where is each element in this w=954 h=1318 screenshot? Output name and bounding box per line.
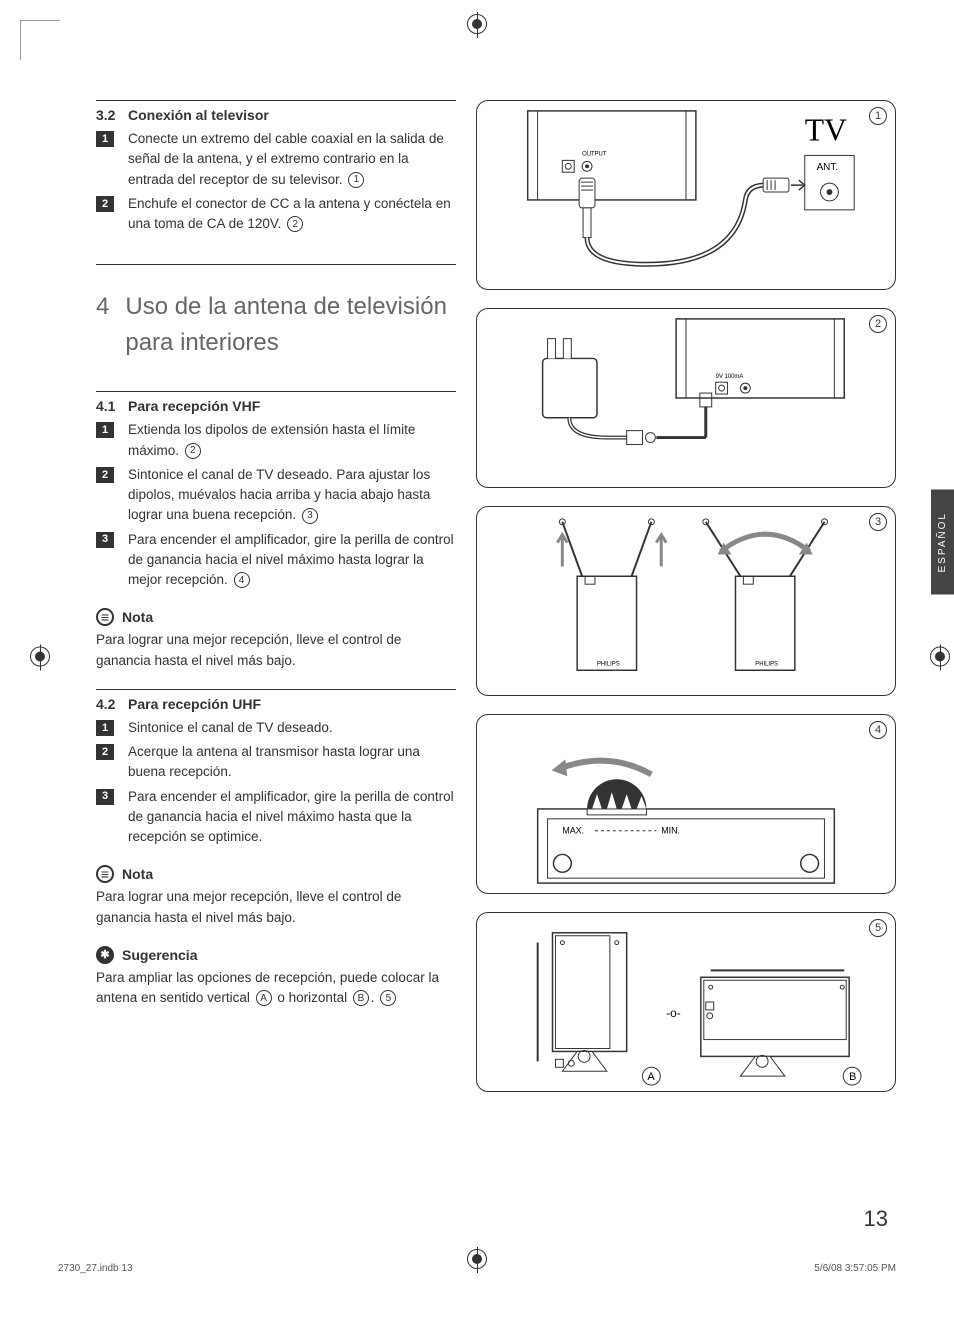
note-heading: Nota [96,865,456,883]
diagram-5: 5 A -o- [476,912,896,1092]
tip-heading: Sugerencia [96,946,456,964]
diagram-3-svg: PHILIPS PHILIPS [477,507,895,695]
max-label: MAX. [562,826,584,836]
note-label: Nota [122,609,153,625]
chapter-4-heading: 4 Uso de la antena de televisión para in… [96,264,456,361]
output-label: OUTPUT [582,151,607,157]
section-4-1-title: 4.1Para recepción VHF [96,391,456,414]
section-heading: Conexión al televisor [128,107,269,123]
page-number: 13 [864,1206,888,1232]
steps-4-2: 1 Sintonice el canal de TV deseado. 2 Ac… [96,718,456,848]
step-text: Sintonice el canal de TV deseado. Para a… [124,465,456,526]
step-number-badge: 2 [96,744,114,760]
diagram-1: 1 OUTPUT [476,100,896,290]
figure-ref: 2 [185,443,201,459]
step-text: Para encender el amplificador, gire la p… [124,530,456,591]
section-3-2-title: 3.2Conexión al televisor [96,100,456,123]
or-label: -o- [666,1006,681,1020]
registration-mark [930,647,950,672]
min-label: MIN. [661,826,680,836]
diagram-3: 3 PHILIPS [476,506,896,696]
diagram-number: 2 [869,315,887,333]
chapter-title: Uso de la antena de televisión para inte… [125,289,456,361]
note-heading: Nota [96,608,456,626]
tip-icon [96,946,114,964]
chapter-number: 4 [96,289,109,361]
page: 3.2Conexión al televisor 1 Conecte un ex… [0,0,954,1318]
step-number-badge: 3 [96,532,114,548]
step-item: 1 Conecte un extremo del cable coaxial e… [96,129,456,190]
diagram-number: 1 [869,107,887,125]
section-number: 4.1 [96,398,128,414]
footer-left: 2730_27.indb 13 [58,1263,133,1274]
registration-mark [467,14,487,39]
step-text: Extienda los dipolos de extensión hasta … [124,420,456,461]
note-icon [96,608,114,626]
section-4-2-title: 4.2Para recepción UHF [96,689,456,712]
ref-a-label: A [647,1071,655,1083]
figure-ref: 4 [234,572,250,588]
figure-ref: 1 [348,172,364,188]
section-heading: Para recepción UHF [128,696,261,712]
diagram-1-svg: OUTPUT TV [477,101,895,289]
language-tab: ESPAÑOL [931,490,954,595]
step-item: 2 Sintonice el canal de TV deseado. Para… [96,465,456,526]
figure-ref-b: B [353,990,369,1006]
diagram-2: 2 9V 100mA [476,308,896,488]
step-number-badge: 2 [96,196,114,212]
step-item: 2 Acerque la antena al transmisor hasta … [96,742,456,783]
footer-right: 5/6/08 3:57:05 PM [814,1263,896,1274]
registration-mark [30,647,50,672]
text-column: 3.2Conexión al televisor 1 Conecte un ex… [96,100,456,1110]
diagram-5-svg: A -o- B [477,913,895,1091]
tip-text: Para ampliar las opciones de recepción, … [96,968,456,1009]
diagram-number: 4 [869,721,887,739]
note-icon [96,865,114,883]
step-text: Conecte un extremo del cable coaxial en … [124,129,456,190]
diagram-column: ESPAÑOL 1 OUTPUT [476,100,896,1110]
step-item: 2 Enchufe el conector de CC a la antena … [96,194,456,235]
step-number-badge: 2 [96,467,114,483]
step-number-badge: 1 [96,422,114,438]
step-number-badge: 1 [96,131,114,147]
diagram-4: 4 MAX. MIN. [476,714,896,894]
section-number: 4.2 [96,696,128,712]
figure-ref-a: A [256,990,272,1006]
step-text: Enchufe el conector de CC a la antena y … [124,194,456,235]
figure-ref: 2 [287,216,303,232]
figure-ref: 3 [302,508,318,524]
svg-text:PHILIPS: PHILIPS [755,661,778,667]
steps-4-1: 1 Extienda los dipolos de extensión hast… [96,420,456,590]
ref-b-label: B [849,1071,856,1083]
footer: 2730_27.indb 13 5/6/08 3:57:05 PM [58,1263,896,1274]
steps-3-2: 1 Conecte un extremo del cable coaxial e… [96,129,456,234]
step-text: Sintonice el canal de TV deseado. [124,718,456,738]
figure-ref: 5 [380,990,396,1006]
note-text: Para lograr una mejor recepción, lleve e… [96,630,456,671]
diagram-2-svg: 9V 100mA [477,309,895,487]
step-text: Acerque la antena al transmisor hasta lo… [124,742,456,783]
step-item: 1 Extienda los dipolos de extensión hast… [96,420,456,461]
diagram-4-svg: MAX. MIN. [477,715,895,893]
step-item: 1 Sintonice el canal de TV deseado. [96,718,456,738]
diagram-number: 3 [869,513,887,531]
step-number-badge: 3 [96,789,114,805]
tip-label: Sugerencia [122,947,197,963]
note-label: Nota [122,866,153,882]
crop-mark [20,20,60,60]
step-item: 3 Para encender el amplificador, gire la… [96,530,456,591]
section-heading: Para recepción VHF [128,398,260,414]
step-number-badge: 1 [96,720,114,736]
diagram-number: 5 [869,919,887,937]
tv-label: TV [805,113,847,148]
power-label: 9V 100mA [716,374,744,380]
section-number: 3.2 [96,107,128,123]
ant-label: ANT. [817,162,838,173]
step-text: Para encender el amplificador, gire la p… [124,787,456,848]
step-item: 3 Para encender el amplificador, gire la… [96,787,456,848]
note-text: Para lograr una mejor recepción, lleve e… [96,887,456,928]
svg-text:PHILIPS: PHILIPS [597,661,620,667]
